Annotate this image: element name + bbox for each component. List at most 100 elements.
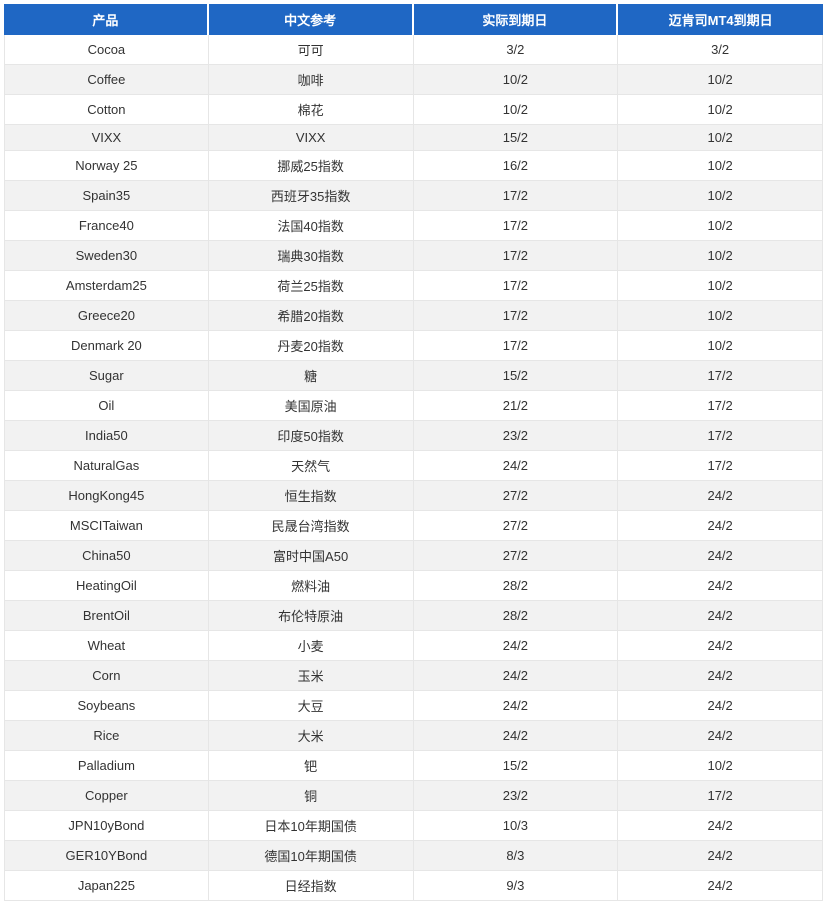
cell-mt4-exp: 17/2 bbox=[618, 361, 823, 391]
cell-actual-exp: 17/2 bbox=[414, 211, 619, 241]
cell-product: Oil bbox=[4, 391, 209, 421]
table-row: Norway 25挪威25指数16/210/2 bbox=[4, 151, 823, 181]
cell-product: Palladium bbox=[4, 751, 209, 781]
col-header-mt4-exp: 迈肯司MT4到期日 bbox=[618, 4, 823, 35]
cell-cn-ref: 德国10年期国债 bbox=[209, 841, 414, 871]
cell-mt4-exp: 17/2 bbox=[618, 451, 823, 481]
table-row: NaturalGas天然气24/217/2 bbox=[4, 451, 823, 481]
cell-actual-exp: 27/2 bbox=[414, 541, 619, 571]
cell-product: Rice bbox=[4, 721, 209, 751]
cell-product: MSCITaiwan bbox=[4, 511, 209, 541]
cell-actual-exp: 16/2 bbox=[414, 151, 619, 181]
cell-mt4-exp: 17/2 bbox=[618, 391, 823, 421]
cell-product: HongKong45 bbox=[4, 481, 209, 511]
table-row: Sugar糖15/217/2 bbox=[4, 361, 823, 391]
table-body: Cocoa可可3/23/2Coffee咖啡10/210/2Cotton棉花10/… bbox=[4, 35, 823, 901]
cell-actual-exp: 24/2 bbox=[414, 631, 619, 661]
cell-product: Cotton bbox=[4, 95, 209, 125]
cell-product: GER10YBond bbox=[4, 841, 209, 871]
cell-actual-exp: 10/3 bbox=[414, 811, 619, 841]
cell-cn-ref: 布伦特原油 bbox=[209, 601, 414, 631]
cell-mt4-exp: 10/2 bbox=[618, 95, 823, 125]
cell-actual-exp: 17/2 bbox=[414, 331, 619, 361]
table-row: Spain35西班牙35指数17/210/2 bbox=[4, 181, 823, 211]
cell-mt4-exp: 10/2 bbox=[618, 271, 823, 301]
cell-mt4-exp: 10/2 bbox=[618, 211, 823, 241]
cell-cn-ref: 希腊20指数 bbox=[209, 301, 414, 331]
cell-mt4-exp: 10/2 bbox=[618, 151, 823, 181]
cell-mt4-exp: 17/2 bbox=[618, 781, 823, 811]
table-row: Japan225日经指数9/324/2 bbox=[4, 871, 823, 901]
table-row: JPN10yBond日本10年期国债10/324/2 bbox=[4, 811, 823, 841]
table-row: Oil美国原油21/217/2 bbox=[4, 391, 823, 421]
cell-actual-exp: 23/2 bbox=[414, 421, 619, 451]
table-row: France40法国40指数17/210/2 bbox=[4, 211, 823, 241]
cell-actual-exp: 17/2 bbox=[414, 241, 619, 271]
cell-product: China50 bbox=[4, 541, 209, 571]
cell-mt4-exp: 3/2 bbox=[618, 35, 823, 65]
cell-actual-exp: 28/2 bbox=[414, 571, 619, 601]
cell-cn-ref: 咖啡 bbox=[209, 65, 414, 95]
cell-cn-ref: 糖 bbox=[209, 361, 414, 391]
cell-cn-ref: 丹麦20指数 bbox=[209, 331, 414, 361]
cell-actual-exp: 10/2 bbox=[414, 95, 619, 125]
cell-actual-exp: 9/3 bbox=[414, 871, 619, 901]
cell-cn-ref: 荷兰25指数 bbox=[209, 271, 414, 301]
cell-cn-ref: 棉花 bbox=[209, 95, 414, 125]
cell-cn-ref: 恒生指数 bbox=[209, 481, 414, 511]
cell-mt4-exp: 24/2 bbox=[618, 601, 823, 631]
cell-mt4-exp: 24/2 bbox=[618, 571, 823, 601]
cell-cn-ref: 小麦 bbox=[209, 631, 414, 661]
cell-actual-exp: 17/2 bbox=[414, 301, 619, 331]
table-row: Rice大米24/224/2 bbox=[4, 721, 823, 751]
cell-cn-ref: 挪威25指数 bbox=[209, 151, 414, 181]
cell-cn-ref: 民晟台湾指数 bbox=[209, 511, 414, 541]
table-row: Cotton棉花10/210/2 bbox=[4, 95, 823, 125]
cell-product: Copper bbox=[4, 781, 209, 811]
cell-mt4-exp: 24/2 bbox=[618, 811, 823, 841]
table-row: Soybeans大豆24/224/2 bbox=[4, 691, 823, 721]
cell-actual-exp: 23/2 bbox=[414, 781, 619, 811]
cell-product: Japan225 bbox=[4, 871, 209, 901]
cell-cn-ref: 瑞典30指数 bbox=[209, 241, 414, 271]
cell-actual-exp: 24/2 bbox=[414, 661, 619, 691]
cell-product: JPN10yBond bbox=[4, 811, 209, 841]
cell-cn-ref: 大米 bbox=[209, 721, 414, 751]
table-row: Greece20希腊20指数17/210/2 bbox=[4, 301, 823, 331]
cell-mt4-exp: 24/2 bbox=[618, 841, 823, 871]
cell-cn-ref: 印度50指数 bbox=[209, 421, 414, 451]
cell-product: Spain35 bbox=[4, 181, 209, 211]
cell-cn-ref: 大豆 bbox=[209, 691, 414, 721]
table-row: MSCITaiwan民晟台湾指数27/224/2 bbox=[4, 511, 823, 541]
expiry-table: 产品 中文参考 实际到期日 迈肯司MT4到期日 Cocoa可可3/23/2Cof… bbox=[4, 4, 823, 901]
cell-product: BrentOil bbox=[4, 601, 209, 631]
cell-cn-ref: 法国40指数 bbox=[209, 211, 414, 241]
table-row: Corn玉米24/224/2 bbox=[4, 661, 823, 691]
cell-product: Corn bbox=[4, 661, 209, 691]
table-row: India50印度50指数23/217/2 bbox=[4, 421, 823, 451]
col-header-cn-ref: 中文参考 bbox=[209, 4, 414, 35]
cell-product: Amsterdam25 bbox=[4, 271, 209, 301]
table-row: GER10YBond德国10年期国债8/324/2 bbox=[4, 841, 823, 871]
cell-mt4-exp: 24/2 bbox=[618, 691, 823, 721]
cell-mt4-exp: 10/2 bbox=[618, 181, 823, 211]
cell-cn-ref: 富时中国A50 bbox=[209, 541, 414, 571]
cell-product: Sugar bbox=[4, 361, 209, 391]
cell-cn-ref: VIXX bbox=[209, 125, 414, 151]
cell-actual-exp: 24/2 bbox=[414, 691, 619, 721]
cell-cn-ref: 可可 bbox=[209, 35, 414, 65]
cell-actual-exp: 17/2 bbox=[414, 181, 619, 211]
cell-mt4-exp: 17/2 bbox=[618, 421, 823, 451]
table-row: Sweden30瑞典30指数17/210/2 bbox=[4, 241, 823, 271]
cell-actual-exp: 28/2 bbox=[414, 601, 619, 631]
cell-product: HeatingOil bbox=[4, 571, 209, 601]
table-row: Denmark 20丹麦20指数17/210/2 bbox=[4, 331, 823, 361]
cell-cn-ref: 美国原油 bbox=[209, 391, 414, 421]
cell-mt4-exp: 24/2 bbox=[618, 661, 823, 691]
cell-product: Soybeans bbox=[4, 691, 209, 721]
cell-product: France40 bbox=[4, 211, 209, 241]
cell-actual-exp: 21/2 bbox=[414, 391, 619, 421]
cell-mt4-exp: 10/2 bbox=[618, 331, 823, 361]
cell-mt4-exp: 10/2 bbox=[618, 301, 823, 331]
cell-actual-exp: 24/2 bbox=[414, 451, 619, 481]
